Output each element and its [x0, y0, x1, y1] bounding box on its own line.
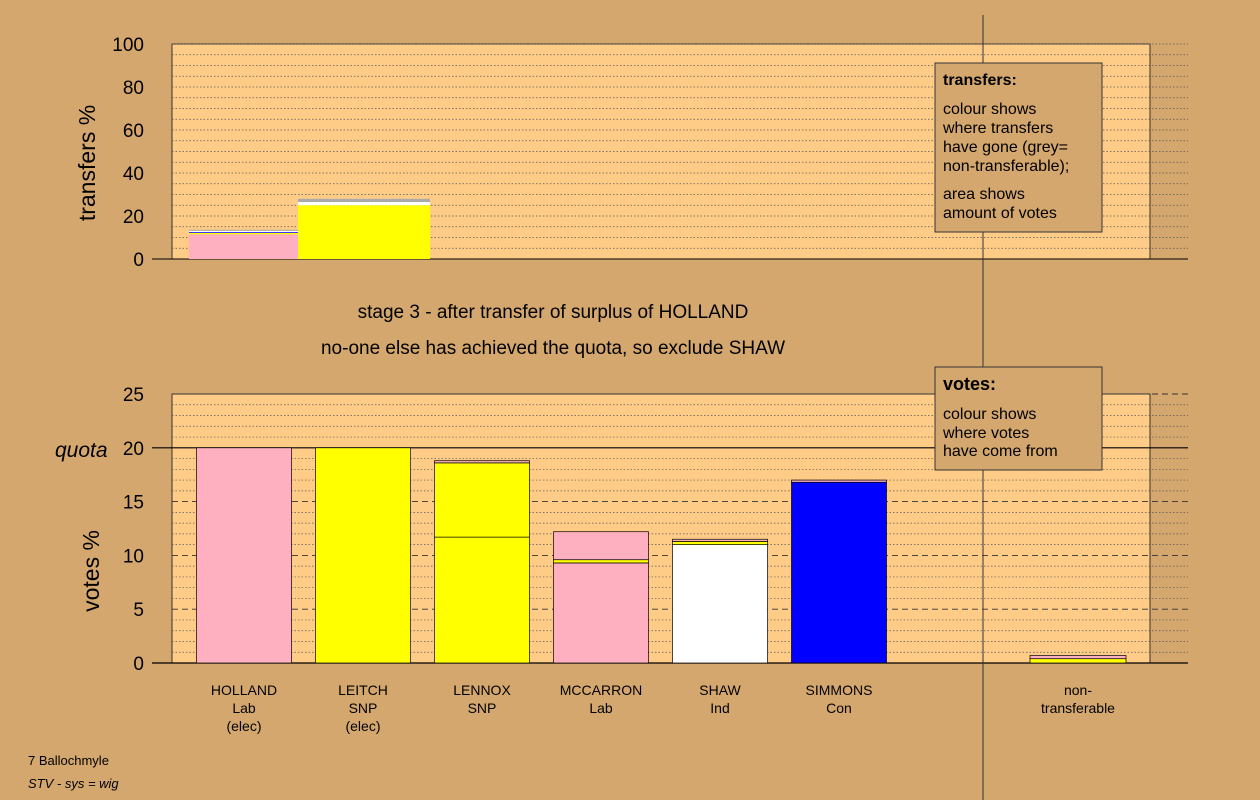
candidate-label: SIMMONS: [806, 682, 873, 698]
transfers-y-tick-label: 80: [123, 78, 144, 99]
vote-segment: [315, 447, 411, 664]
transfers-y-tick-label: 0: [133, 250, 144, 271]
transfer-segment: [189, 234, 300, 259]
vote-segment: [434, 462, 530, 538]
transfer-segment: [189, 230, 300, 233]
vote-segment: [434, 460, 530, 464]
transfers-y-tick-label: 100: [112, 35, 144, 56]
vote-segment: [434, 536, 530, 664]
legend-transfers-line: area shows: [943, 186, 1025, 203]
candidate-label: MCCARRON: [560, 682, 642, 698]
votes-y-ticks: 0 5 10 15 20 25: [123, 385, 144, 675]
transfer-segment: [298, 202, 430, 206]
transfers-y-tick-label: 60: [123, 121, 144, 142]
transfers-bars: [189, 198, 430, 259]
vote-segment: [791, 479, 887, 483]
candidate-label: transferable: [1041, 700, 1115, 716]
footer-system: STV - sys = wig: [28, 776, 119, 791]
votes-bars: [196, 447, 1127, 664]
footer-ward: 7 Ballochmyle: [28, 753, 109, 768]
transfer-segment: [189, 229, 300, 231]
candidate-label: SNP: [349, 700, 378, 716]
legend-transfers-line: non-transferable);: [943, 158, 1069, 175]
candidate-label: SNP: [468, 700, 497, 716]
candidate-label: (elec): [226, 718, 261, 734]
candidate-label: Ind: [710, 700, 729, 716]
legend-transfers-line: amount of votes: [943, 205, 1057, 222]
transfer-segment: [189, 232, 300, 233]
votes-y-tick-label: 25: [123, 385, 144, 406]
vote-segment: [672, 541, 768, 545]
candidate-label: Lab: [589, 700, 613, 716]
vote-segment: [672, 538, 768, 542]
candidate-label: (elec): [345, 718, 380, 734]
legend-transfers-line: where transfers: [942, 120, 1053, 137]
vote-segment: [553, 531, 649, 561]
transfers-y-ticks: 0 20 40 60 80 100: [112, 35, 144, 271]
candidate-label: LEITCH: [338, 682, 388, 698]
transfer-segment: [189, 232, 300, 235]
legend-votes-line: have come from: [943, 443, 1058, 460]
candidate-labels: HOLLAND Lab (elec) LEITCH SNP (elec) LENNOX SNP…: [211, 682, 1115, 734]
transfer-segment: [298, 205, 430, 259]
votes-y-tick-label: 20: [123, 439, 144, 460]
legend-transfers-title: transfers:: [943, 72, 1017, 89]
legend-transfers-line: have gone (grey=: [943, 139, 1068, 156]
vote-segment: [553, 559, 649, 564]
legend-votes: votes: colour shows where votes have com…: [934, 366, 1103, 471]
vote-segment: [1029, 658, 1127, 664]
vote-segment: [553, 562, 649, 664]
candidate-label: Lab: [232, 700, 256, 716]
legend-votes-line: colour shows: [943, 406, 1036, 423]
legend-transfers-line: colour shows: [943, 101, 1036, 118]
candidate-label: Con: [826, 700, 852, 716]
legend-votes-title: votes:: [943, 374, 996, 394]
transfers-y-tick-label: 20: [123, 207, 144, 228]
votes-y-tick-label: 0: [133, 654, 144, 675]
candidate-label: SHAW: [699, 682, 741, 698]
votes-y-tick-label: 10: [123, 546, 144, 567]
vote-segment: [791, 481, 887, 664]
transfers-y-tick-label: 40: [123, 164, 144, 185]
vote-segment: [1029, 655, 1127, 660]
stage-line-1: stage 3 - after transfer of surplus of H…: [358, 302, 749, 323]
legend-transfers: transfers: colour shows where transfers …: [934, 62, 1103, 233]
legend-votes-line: where votes: [942, 425, 1029, 442]
candidate-label: LENNOX: [453, 682, 511, 698]
transfer-segment: [298, 198, 430, 203]
votes-y-tick-label: 15: [123, 493, 144, 514]
candidate-label: HOLLAND: [211, 682, 277, 698]
quota-label: quota: [55, 439, 108, 462]
votes-y-axis-title: votes %: [78, 530, 104, 612]
vote-segment: [672, 544, 768, 664]
transfers-y-axis-title: transfers %: [74, 105, 100, 221]
vote-segment: [196, 447, 292, 664]
votes-y-tick-label: 5: [133, 600, 144, 621]
stage-line-2: no-one else has achieved the quota, so e…: [321, 338, 785, 359]
candidate-label: non-: [1064, 682, 1092, 698]
